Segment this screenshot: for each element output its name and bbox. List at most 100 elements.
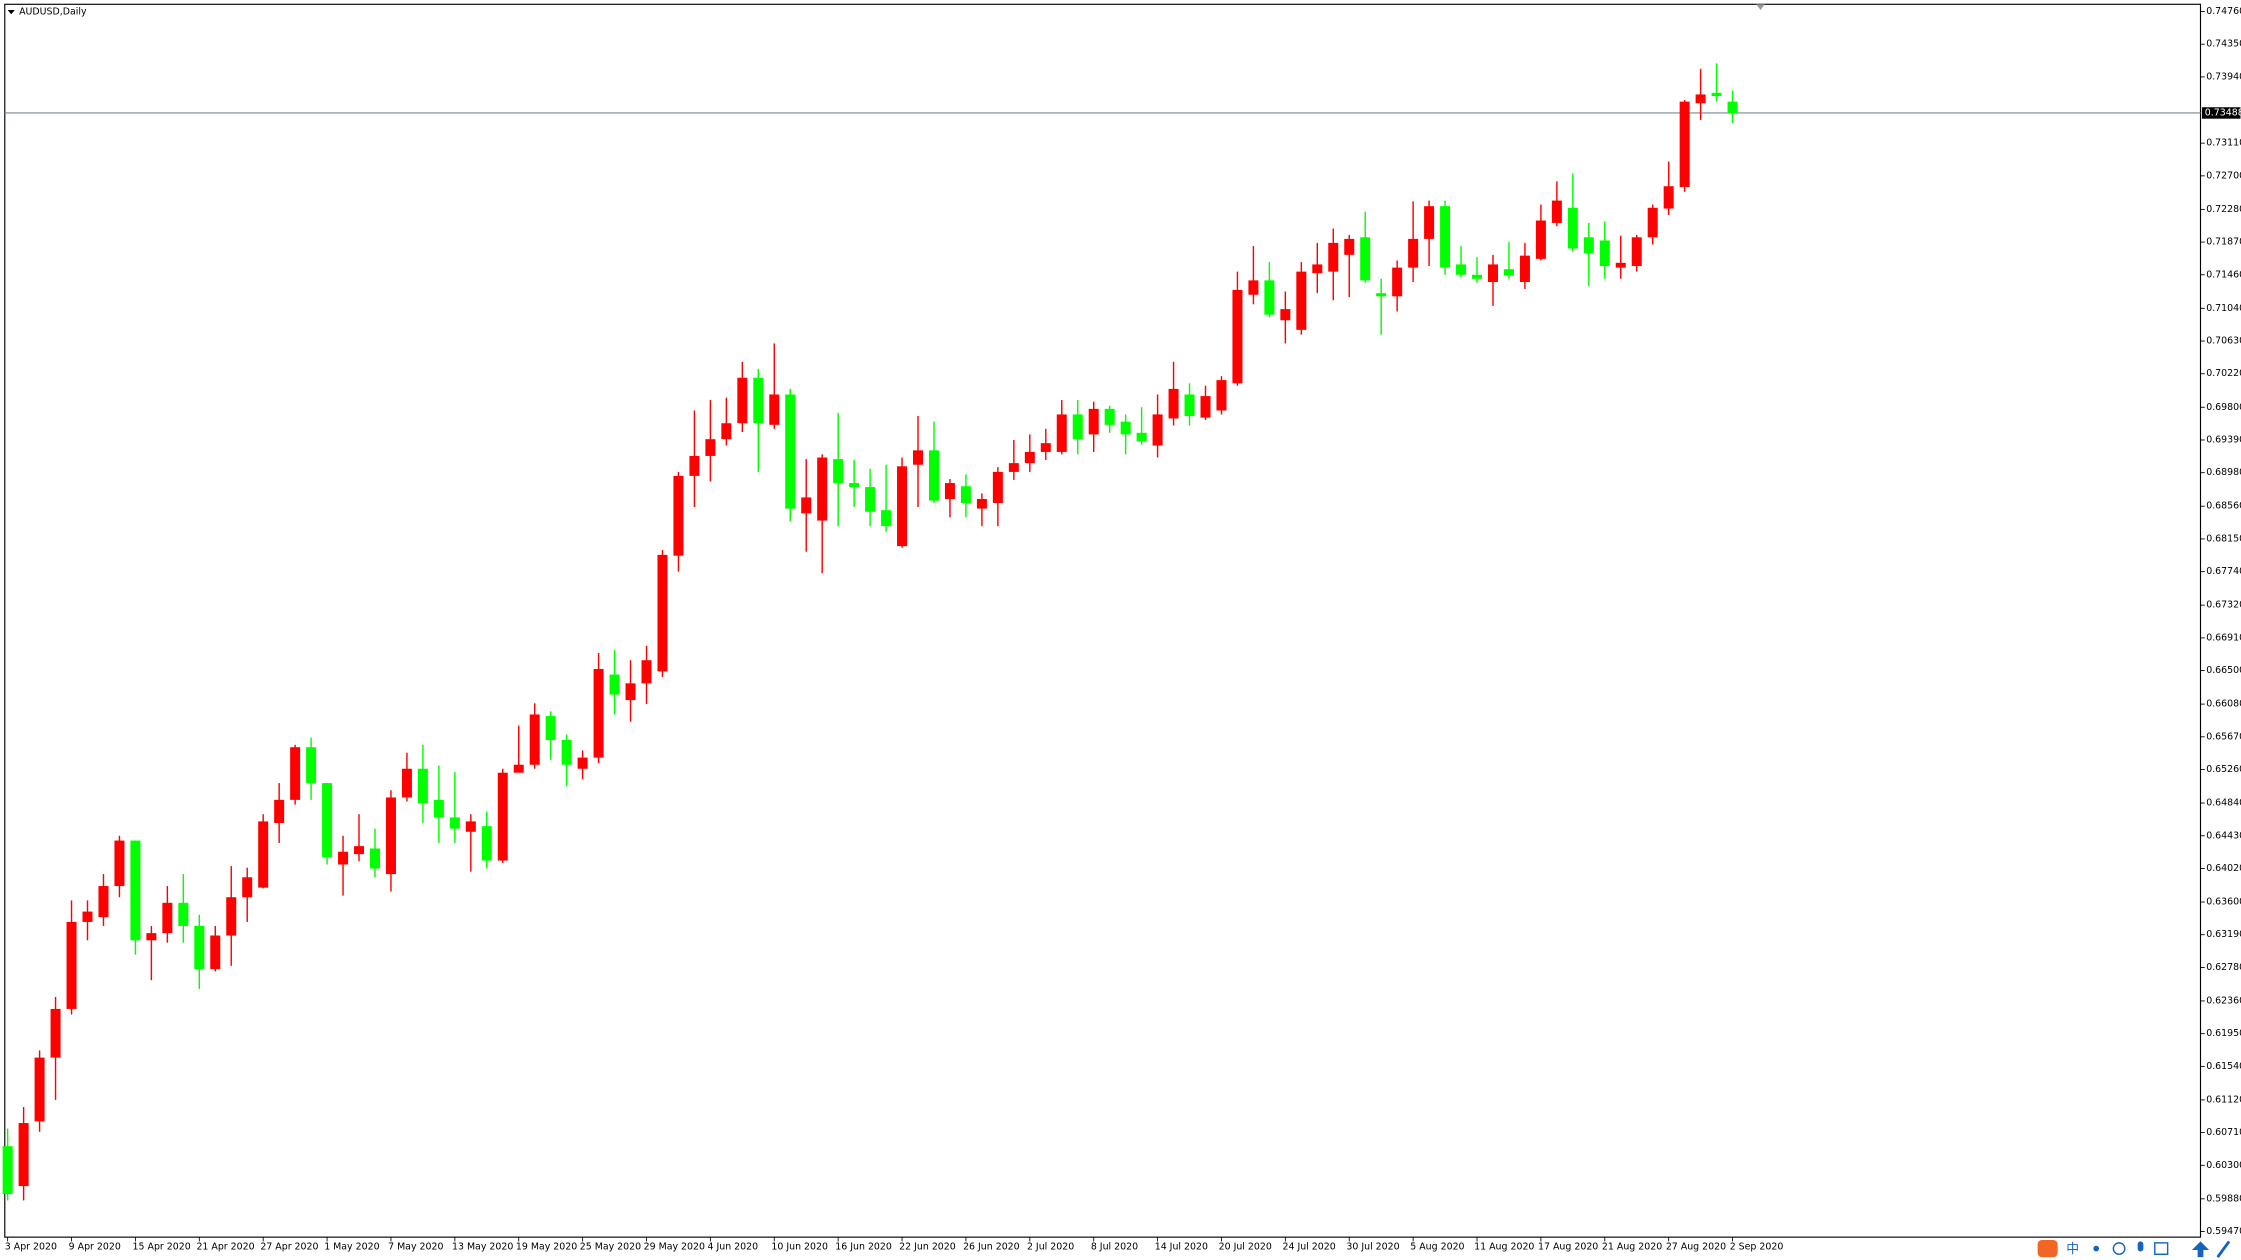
candle-body bbox=[1024, 451, 1035, 464]
ime-logo[interactable] bbox=[2037, 1240, 2058, 1258]
candle-body bbox=[1104, 408, 1115, 425]
candle-body bbox=[545, 716, 556, 741]
x-tick-label: 8 Jul 2020 bbox=[1091, 1242, 1138, 1253]
candle-body bbox=[737, 377, 748, 424]
candle-body bbox=[1599, 240, 1610, 267]
candle-body bbox=[673, 475, 684, 556]
candle-body bbox=[18, 1123, 29, 1187]
candle-body bbox=[513, 764, 524, 773]
candle-body bbox=[1440, 206, 1451, 268]
candle-body bbox=[1376, 293, 1387, 297]
ime-punct[interactable] bbox=[2093, 1245, 2100, 1252]
candle-body bbox=[944, 483, 955, 500]
candle-body bbox=[1408, 238, 1419, 268]
ime-emoji[interactable] bbox=[2112, 1242, 2126, 1255]
x-tick-label: 4 Jun 2020 bbox=[708, 1242, 759, 1253]
candle-body bbox=[1727, 101, 1738, 113]
candle-body bbox=[913, 450, 924, 465]
candle-body bbox=[1456, 264, 1467, 275]
candle-body bbox=[1392, 267, 1403, 297]
candle-body bbox=[1120, 421, 1131, 435]
candle-body bbox=[1040, 443, 1051, 452]
candle-body bbox=[1360, 237, 1371, 281]
candle-body bbox=[1072, 414, 1083, 440]
candle-body bbox=[865, 487, 876, 512]
x-tick-label: 24 Jul 2020 bbox=[1283, 1242, 1336, 1253]
candle-body bbox=[785, 394, 796, 509]
x-tick-label: 9 Apr 2020 bbox=[69, 1242, 121, 1253]
candle-body bbox=[1472, 274, 1483, 279]
x-tick-label: 27 Apr 2020 bbox=[260, 1242, 318, 1253]
candle-body bbox=[609, 674, 620, 695]
candle-body bbox=[976, 499, 987, 509]
candle-body bbox=[1344, 238, 1355, 255]
candle-body bbox=[1583, 237, 1594, 254]
x-tick-label: 2 Jul 2020 bbox=[1027, 1242, 1074, 1253]
x-tick-label: 15 Apr 2020 bbox=[133, 1242, 191, 1253]
ime-keyboard[interactable] bbox=[2154, 1242, 2169, 1255]
tray: 中 bbox=[2037, 1240, 2231, 1258]
x-tick-label: 17 Aug 2020 bbox=[1538, 1242, 1598, 1253]
candle-body bbox=[1200, 396, 1211, 418]
candle-body bbox=[1136, 432, 1147, 442]
candle-body bbox=[1168, 388, 1179, 419]
candle-body bbox=[657, 554, 668, 672]
candle-body bbox=[226, 897, 237, 936]
x-tick-label: 20 Jul 2020 bbox=[1219, 1242, 1272, 1253]
candle-body bbox=[561, 740, 572, 765]
x-tick-label: 2 Sep 2020 bbox=[1730, 1242, 1784, 1253]
candle-body bbox=[1312, 264, 1323, 274]
candle-body bbox=[306, 747, 317, 784]
candle-body bbox=[210, 935, 221, 970]
candle-body bbox=[1264, 280, 1275, 315]
x-tick-label: 5 Aug 2020 bbox=[1410, 1242, 1464, 1253]
candle-body bbox=[753, 377, 764, 424]
candle-body bbox=[481, 826, 492, 861]
candle-body bbox=[689, 455, 700, 476]
candle-body bbox=[721, 423, 732, 440]
chart-title: AUDUSD,Daily bbox=[19, 7, 87, 18]
ime-mode[interactable]: 中 bbox=[2066, 1242, 2079, 1257]
x-tick-label: 30 Jul 2020 bbox=[1346, 1242, 1399, 1253]
ime-voice[interactable] bbox=[2137, 1241, 2144, 1252]
candle-body bbox=[114, 840, 125, 887]
candle-body bbox=[769, 394, 780, 425]
candle-body bbox=[1631, 237, 1642, 267]
candle-body bbox=[194, 925, 205, 970]
menu-arrow[interactable] bbox=[7, 10, 15, 15]
candle-body bbox=[449, 817, 460, 829]
candle-body bbox=[960, 486, 971, 504]
x-tick-label: 14 Jul 2020 bbox=[1155, 1242, 1208, 1253]
candle-body bbox=[354, 846, 365, 855]
ime-skin[interactable] bbox=[2191, 1241, 2210, 1258]
candle-body bbox=[801, 497, 812, 514]
candle-body bbox=[1328, 242, 1339, 272]
ime-tools[interactable] bbox=[2216, 1240, 2231, 1258]
candle-body bbox=[1232, 289, 1243, 384]
x-tick-label: 22 Jun 2020 bbox=[899, 1242, 956, 1253]
candle-body bbox=[401, 768, 412, 798]
chart-shift-marker[interactable] bbox=[1756, 4, 1765, 10]
candle-body bbox=[130, 840, 141, 941]
x-tick-label: 25 May 2020 bbox=[580, 1242, 641, 1253]
candle-body bbox=[1280, 309, 1291, 321]
x-tick-label: 7 May 2020 bbox=[388, 1242, 443, 1253]
x-tick-label: 1 May 2020 bbox=[324, 1242, 379, 1253]
